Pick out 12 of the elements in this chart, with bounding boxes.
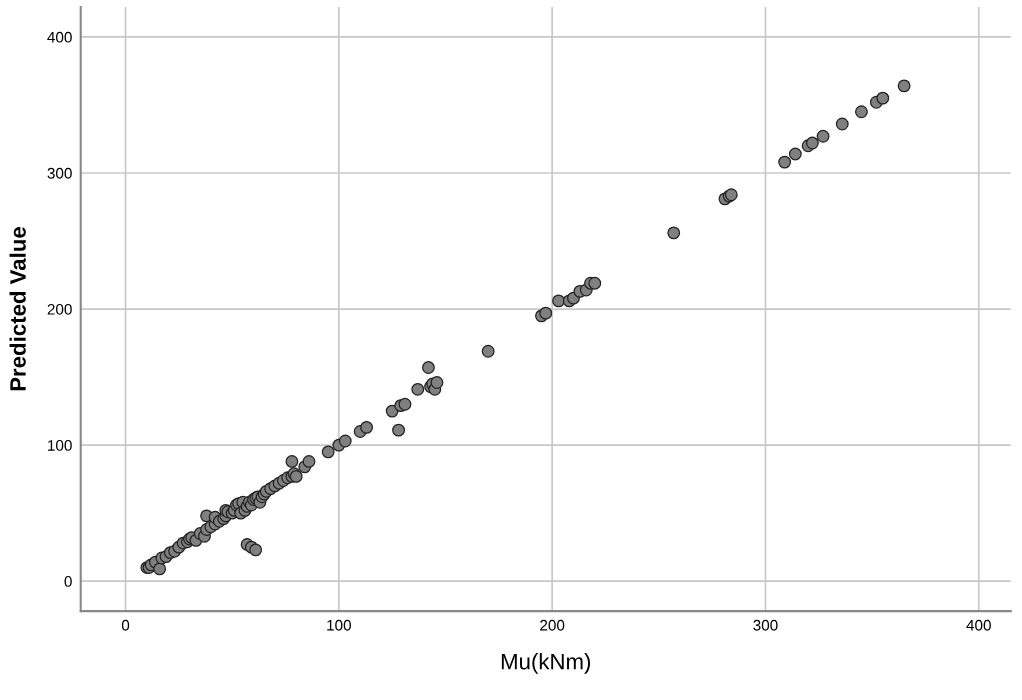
y-tick-label: 100 [48, 439, 72, 451]
y-tick-label: 300 [47, 167, 72, 179]
y-tick-label: 200 [47, 303, 72, 315]
x-tick-label: 400 [966, 619, 991, 631]
y-axis-title: Predicted Value [9, 227, 26, 391]
x-axis-title: Mu(kNm) [501, 653, 591, 674]
x-tick-label: 300 [753, 619, 778, 631]
x-tick-label: 100 [327, 619, 351, 631]
x-tick-label: 0 [121, 619, 130, 631]
y-tick-label: 0 [64, 576, 72, 587]
x-tick-label: 200 [540, 619, 565, 631]
y-tick-label: 400 [47, 31, 72, 43]
